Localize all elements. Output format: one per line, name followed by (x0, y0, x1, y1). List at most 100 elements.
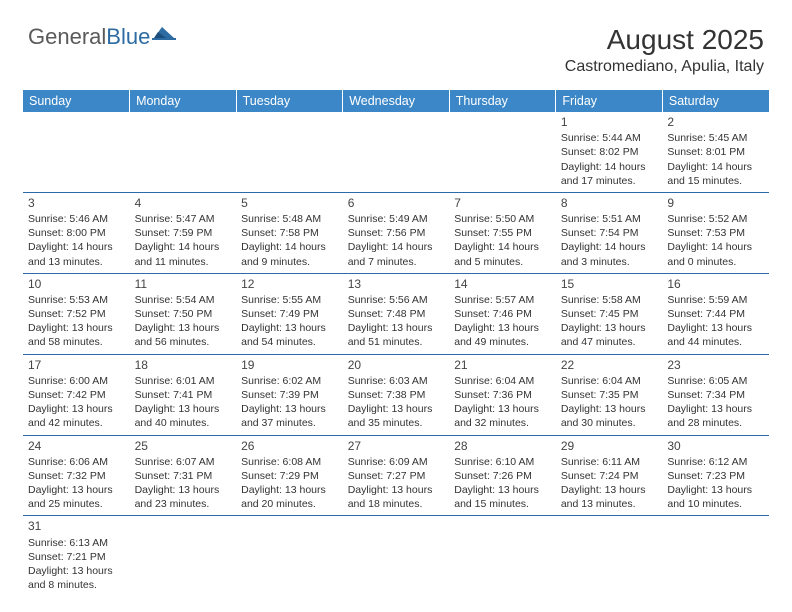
day-cell: 18Sunrise: 6:01 AMSunset: 7:41 PMDayligh… (130, 354, 237, 435)
sunset-line: Sunset: 7:46 PM (454, 307, 551, 321)
day-header: Wednesday (343, 90, 450, 112)
sunset-line: Sunset: 7:23 PM (667, 469, 764, 483)
day-cell: 29Sunrise: 6:11 AMSunset: 7:24 PMDayligh… (556, 435, 663, 516)
day-number: 30 (667, 438, 764, 454)
day-number: 22 (561, 357, 658, 373)
day-header: Sunday (23, 90, 130, 112)
daylight-line: Daylight: 13 hours and 10 minutes. (667, 483, 764, 511)
day-cell: 27Sunrise: 6:09 AMSunset: 7:27 PMDayligh… (343, 435, 450, 516)
sunset-line: Sunset: 7:41 PM (135, 388, 232, 402)
day-number: 10 (28, 276, 125, 292)
sunrise-line: Sunrise: 5:51 AM (561, 212, 658, 226)
daylight-line: Daylight: 13 hours and 49 minutes. (454, 321, 551, 349)
day-header: Friday (556, 90, 663, 112)
sunrise-line: Sunrise: 6:09 AM (348, 455, 445, 469)
daylight-line: Daylight: 13 hours and 42 minutes. (28, 402, 125, 430)
sunset-line: Sunset: 7:45 PM (561, 307, 658, 321)
day-header: Monday (130, 90, 237, 112)
day-cell: 26Sunrise: 6:08 AMSunset: 7:29 PMDayligh… (236, 435, 343, 516)
daylight-line: Daylight: 14 hours and 3 minutes. (561, 240, 658, 268)
day-number: 11 (135, 276, 232, 292)
sunset-line: Sunset: 7:39 PM (241, 388, 338, 402)
sunset-line: Sunset: 7:31 PM (135, 469, 232, 483)
day-cell: 6Sunrise: 5:49 AMSunset: 7:56 PMDaylight… (343, 192, 450, 273)
sunset-line: Sunset: 7:48 PM (348, 307, 445, 321)
daylight-line: Daylight: 13 hours and 8 minutes. (28, 564, 125, 592)
sunset-line: Sunset: 7:38 PM (348, 388, 445, 402)
day-number: 23 (667, 357, 764, 373)
sunset-line: Sunset: 7:56 PM (348, 226, 445, 240)
logo: GeneralBlue (28, 24, 180, 50)
sunrise-line: Sunrise: 5:56 AM (348, 293, 445, 307)
day-number: 9 (667, 195, 764, 211)
sunrise-line: Sunrise: 5:55 AM (241, 293, 338, 307)
daylight-line: Daylight: 14 hours and 5 minutes. (454, 240, 551, 268)
calendar-row: 10Sunrise: 5:53 AMSunset: 7:52 PMDayligh… (23, 273, 769, 354)
sunset-line: Sunset: 7:21 PM (28, 550, 125, 564)
daylight-line: Daylight: 13 hours and 28 minutes. (667, 402, 764, 430)
day-cell: 17Sunrise: 6:00 AMSunset: 7:42 PMDayligh… (23, 354, 130, 435)
daylight-line: Daylight: 14 hours and 7 minutes. (348, 240, 445, 268)
day-cell: 16Sunrise: 5:59 AMSunset: 7:44 PMDayligh… (662, 273, 769, 354)
sunrise-line: Sunrise: 5:48 AM (241, 212, 338, 226)
logo-text-1: General (28, 24, 106, 50)
day-cell: 5Sunrise: 5:48 AMSunset: 7:58 PMDaylight… (236, 192, 343, 273)
day-number: 14 (454, 276, 551, 292)
day-number: 18 (135, 357, 232, 373)
day-cell: 11Sunrise: 5:54 AMSunset: 7:50 PMDayligh… (130, 273, 237, 354)
daylight-line: Daylight: 13 hours and 32 minutes. (454, 402, 551, 430)
day-cell: 20Sunrise: 6:03 AMSunset: 7:38 PMDayligh… (343, 354, 450, 435)
day-header: Tuesday (236, 90, 343, 112)
sunset-line: Sunset: 7:53 PM (667, 226, 764, 240)
sunset-line: Sunset: 7:44 PM (667, 307, 764, 321)
sunset-line: Sunset: 7:58 PM (241, 226, 338, 240)
sunrise-line: Sunrise: 5:57 AM (454, 293, 551, 307)
day-cell: 2Sunrise: 5:45 AMSunset: 8:01 PMDaylight… (662, 112, 769, 192)
sunset-line: Sunset: 7:35 PM (561, 388, 658, 402)
title-block: August 2025 Castromediano, Apulia, Italy (565, 24, 764, 76)
day-number: 5 (241, 195, 338, 211)
empty-cell (130, 516, 237, 596)
day-number: 2 (667, 114, 764, 130)
sunset-line: Sunset: 8:01 PM (667, 145, 764, 159)
logo-text-2: Blue (106, 24, 150, 50)
day-cell: 28Sunrise: 6:10 AMSunset: 7:26 PMDayligh… (449, 435, 556, 516)
sunrise-line: Sunrise: 6:02 AM (241, 374, 338, 388)
sunrise-line: Sunrise: 5:53 AM (28, 293, 125, 307)
calendar-row: 31Sunrise: 6:13 AMSunset: 7:21 PMDayligh… (23, 516, 769, 596)
sunrise-line: Sunrise: 5:58 AM (561, 293, 658, 307)
empty-cell (23, 112, 130, 192)
day-cell: 19Sunrise: 6:02 AMSunset: 7:39 PMDayligh… (236, 354, 343, 435)
calendar-body: 1Sunrise: 5:44 AMSunset: 8:02 PMDaylight… (23, 112, 769, 596)
day-number: 12 (241, 276, 338, 292)
daylight-line: Daylight: 13 hours and 20 minutes. (241, 483, 338, 511)
daylight-line: Daylight: 14 hours and 0 minutes. (667, 240, 764, 268)
sunrise-line: Sunrise: 5:47 AM (135, 212, 232, 226)
day-number: 26 (241, 438, 338, 454)
empty-cell (236, 516, 343, 596)
day-number: 25 (135, 438, 232, 454)
day-cell: 25Sunrise: 6:07 AMSunset: 7:31 PMDayligh… (130, 435, 237, 516)
sunrise-line: Sunrise: 6:10 AM (454, 455, 551, 469)
day-number: 28 (454, 438, 551, 454)
daylight-line: Daylight: 13 hours and 35 minutes. (348, 402, 445, 430)
day-number: 4 (135, 195, 232, 211)
day-number: 24 (28, 438, 125, 454)
sunset-line: Sunset: 7:29 PM (241, 469, 338, 483)
sunset-line: Sunset: 7:26 PM (454, 469, 551, 483)
day-cell: 23Sunrise: 6:05 AMSunset: 7:34 PMDayligh… (662, 354, 769, 435)
sunrise-line: Sunrise: 5:52 AM (667, 212, 764, 226)
day-cell: 24Sunrise: 6:06 AMSunset: 7:32 PMDayligh… (23, 435, 130, 516)
daylight-line: Daylight: 13 hours and 37 minutes. (241, 402, 338, 430)
location: Castromediano, Apulia, Italy (565, 58, 764, 76)
daylight-line: Daylight: 13 hours and 13 minutes. (561, 483, 658, 511)
calendar-row: 1Sunrise: 5:44 AMSunset: 8:02 PMDaylight… (23, 112, 769, 192)
daylight-line: Daylight: 13 hours and 47 minutes. (561, 321, 658, 349)
empty-cell (556, 516, 663, 596)
sunset-line: Sunset: 7:50 PM (135, 307, 232, 321)
daylight-line: Daylight: 13 hours and 15 minutes. (454, 483, 551, 511)
calendar-row: 3Sunrise: 5:46 AMSunset: 8:00 PMDaylight… (23, 192, 769, 273)
day-number: 31 (28, 518, 125, 534)
sunset-line: Sunset: 7:36 PM (454, 388, 551, 402)
day-cell: 15Sunrise: 5:58 AMSunset: 7:45 PMDayligh… (556, 273, 663, 354)
